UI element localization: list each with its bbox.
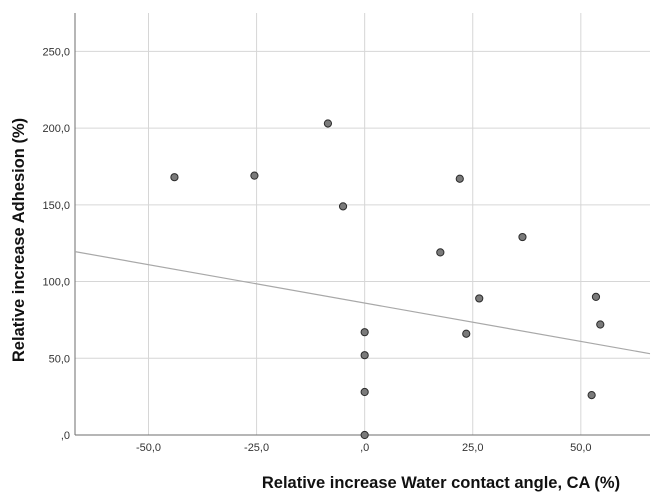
data-point-11 [475, 294, 484, 303]
x-tick-label-1: -25,0 [244, 442, 269, 454]
data-point-4 [360, 328, 369, 337]
y-axis-title: Relative increase Adhesion (%) [10, 118, 28, 362]
y-tick-label-2: 100,0 [42, 277, 70, 289]
data-point-13 [587, 391, 596, 400]
data-point-10 [462, 329, 471, 338]
data-point-3 [338, 202, 348, 211]
y-gridlines [75, 50, 650, 359]
y-tick-label-3: 150,0 [42, 200, 70, 212]
y-tick-labels: ,0 50,0 100,0 150,0 200,0 250,0 [42, 46, 70, 442]
data-point-14 [591, 292, 601, 301]
data-point-1 [250, 171, 259, 180]
x-tick-labels: -50,0 -25,0 ,0 25,0 50,0 [136, 442, 592, 454]
y-tick-label-4: 200,0 [42, 123, 70, 135]
x-tick-label-3: 25,0 [462, 442, 483, 454]
data-point-9 [455, 174, 464, 183]
data-point-7 [360, 430, 369, 440]
y-tick-label-0: ,0 [61, 430, 70, 442]
data-point-5 [360, 351, 369, 360]
x-tick-label-2: ,0 [360, 442, 369, 454]
x-axis-title: Relative increase Water contact angle, C… [262, 474, 620, 492]
y-tick-label-5: 250,0 [42, 46, 70, 58]
x-tick-label-4: 50,0 [570, 442, 591, 454]
data-point-15 [596, 320, 605, 329]
data-point-12 [518, 232, 527, 242]
fit-line [74, 251, 651, 355]
y-tick-label-1: 50,0 [49, 353, 70, 365]
data-points [170, 119, 605, 440]
x-tick-label-0: -50,0 [136, 442, 161, 454]
x-gridlines [147, 13, 582, 435]
data-point-2 [323, 119, 333, 128]
data-point-0 [170, 173, 179, 182]
data-point-8 [436, 248, 445, 257]
data-point-6 [360, 387, 369, 397]
